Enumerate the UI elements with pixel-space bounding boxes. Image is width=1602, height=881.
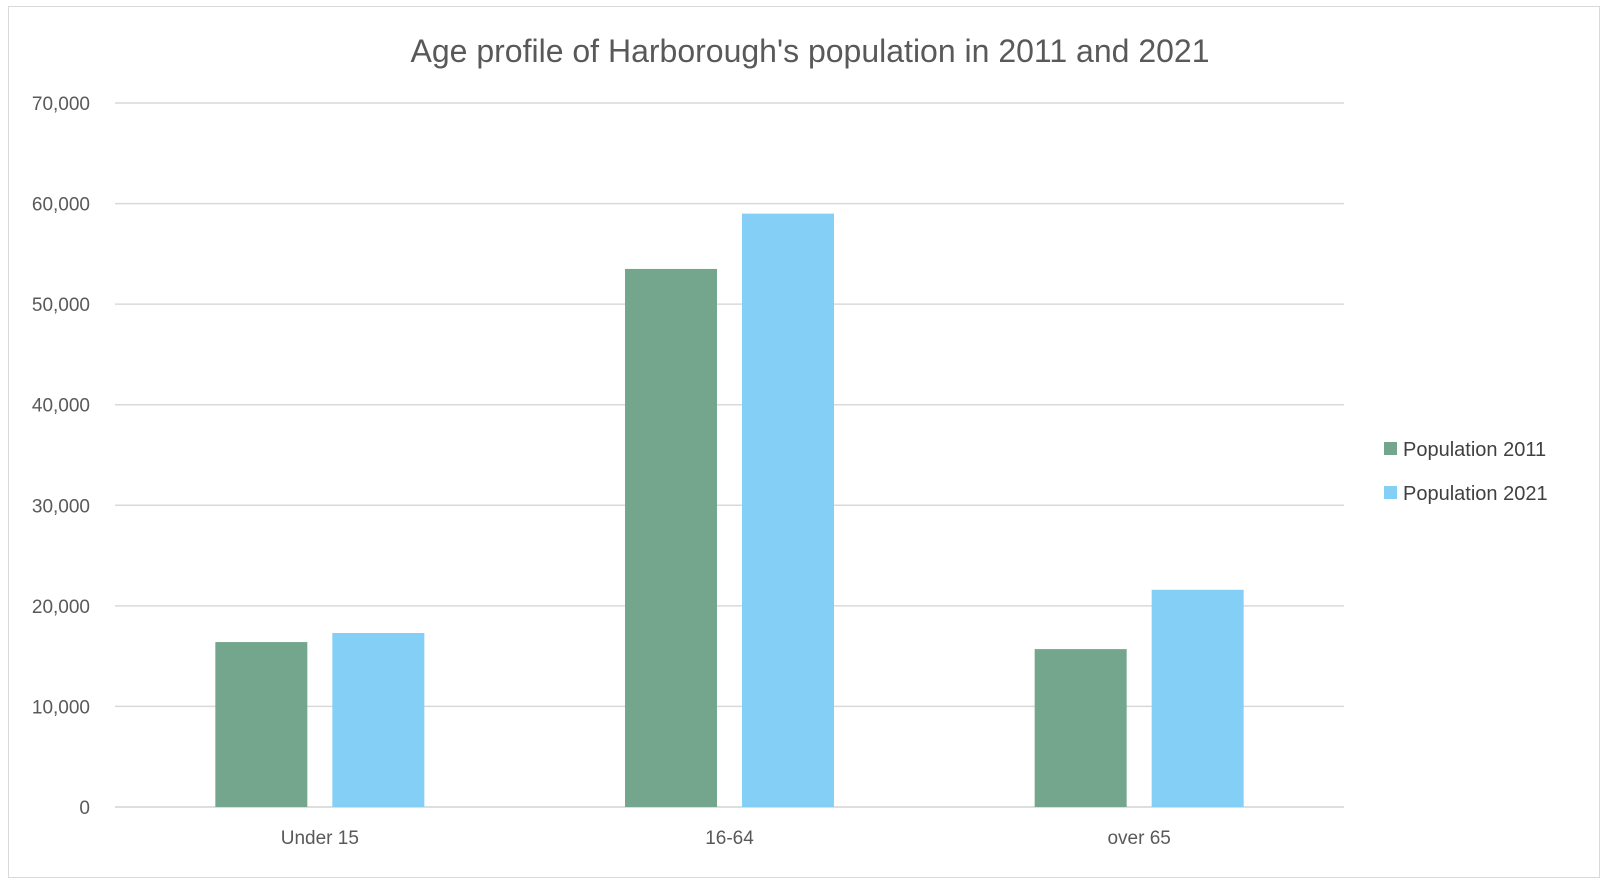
bars xyxy=(215,213,1244,808)
legend-label: Population 2011 xyxy=(1403,439,1546,461)
y-tick-label: 60,000 xyxy=(32,195,90,216)
gridlines xyxy=(115,102,1344,808)
y-tick-label: 50,000 xyxy=(32,295,90,316)
bar-2011 xyxy=(215,642,308,807)
legend-swatch xyxy=(1384,486,1397,499)
y-tick-label: 0 xyxy=(79,798,90,819)
y-tick-label: 20,000 xyxy=(32,597,90,618)
y-tick-label: 10,000 xyxy=(32,697,90,718)
y-tick-label: 70,000 xyxy=(32,94,90,115)
bar-2021 xyxy=(742,213,834,808)
bar-2021 xyxy=(1151,589,1244,807)
x-tick-label: Under 15 xyxy=(281,828,359,849)
x-tick-label: over 65 xyxy=(1107,828,1170,849)
y-axis-tick-labels: 0 10,000 20,000 30,000 40,000 50,000 60,000 70,… xyxy=(32,94,90,819)
x-tick-label: 16-64 xyxy=(705,828,754,849)
y-tick-label: 40,000 xyxy=(32,396,90,417)
bar-2021 xyxy=(332,633,425,807)
y-tick-label: 30,000 xyxy=(32,496,90,517)
legend: Population 2011 Population 2021 xyxy=(1384,439,1548,505)
legend-swatch xyxy=(1384,442,1397,455)
x-axis-tick-labels: Under 15 16-64 over 65 xyxy=(281,828,1171,849)
bar-2011 xyxy=(1034,649,1127,807)
legend-label: Population 2021 xyxy=(1403,483,1548,505)
bar-2011 xyxy=(625,268,717,807)
chart-title: Age profile of Harborough's population i… xyxy=(411,33,1210,69)
